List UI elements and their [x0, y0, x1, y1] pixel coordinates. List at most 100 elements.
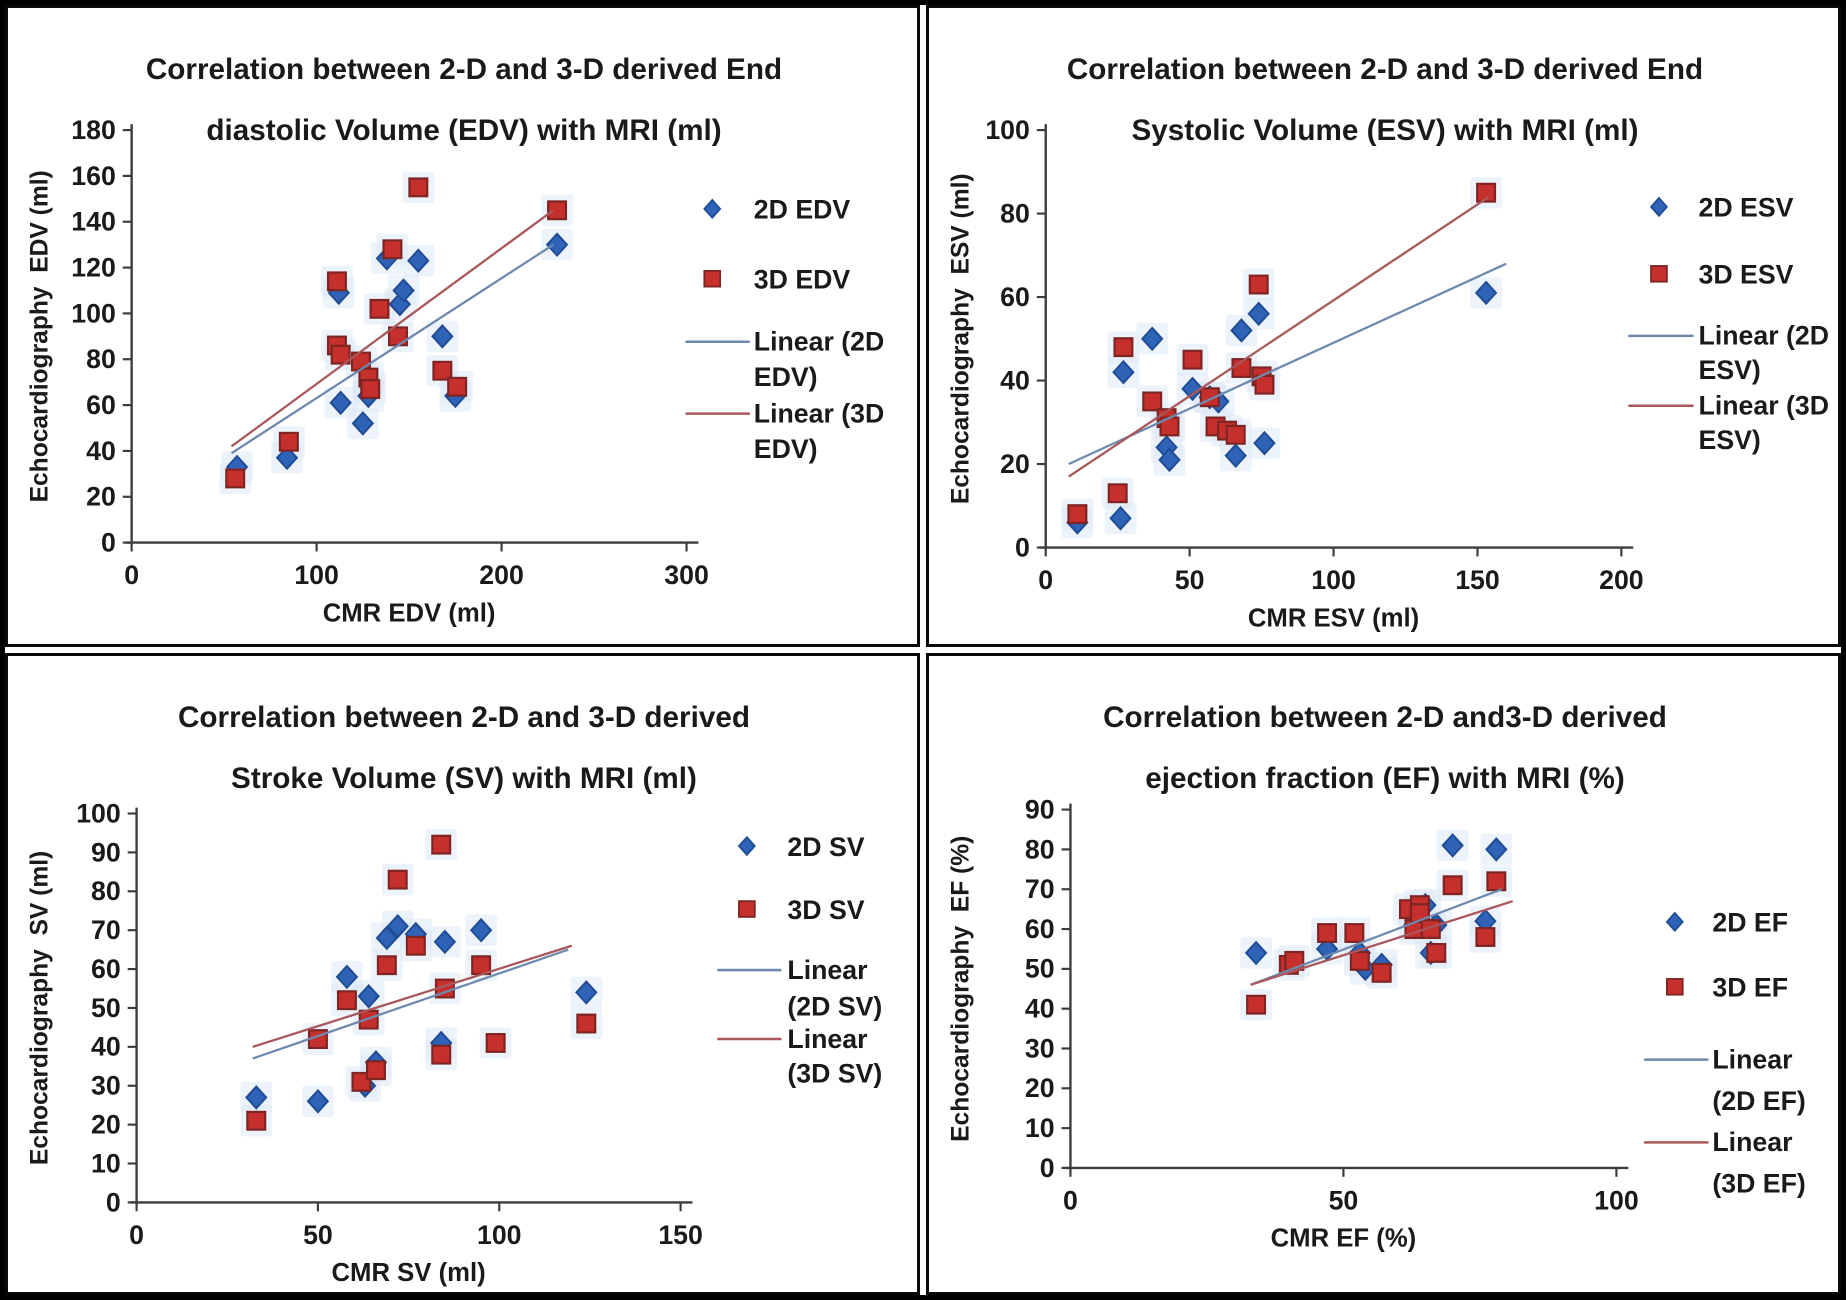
- y-tick-label: 60: [1025, 914, 1055, 944]
- data-point-2d-esv: [1181, 376, 1204, 402]
- y-tick-label: 80: [91, 876, 121, 906]
- data-point-2d-sv: [575, 980, 598, 1005]
- x-tick-label: 100: [1311, 565, 1356, 595]
- data-point-3d-edv: [382, 239, 403, 260]
- data-point-2d-sv: [375, 925, 399, 951]
- data-point-3d-sv: [246, 1110, 267, 1131]
- axes: 0 50 100 150 0 10 20 30 40 50 60 70 80 90 100 CMR SV (m…: [27, 798, 703, 1287]
- chart-title: Correlation between 2-D and 3-D derived S…: [178, 701, 750, 795]
- data-point-3d-edv: [326, 271, 347, 292]
- data-point-3d-esv: [1254, 374, 1275, 395]
- y-tick-label: 20: [86, 482, 116, 512]
- data-point-2d-edv: [351, 411, 375, 436]
- y-axis-label: Echocardiography EDV (ml): [27, 170, 54, 502]
- y-tick-label: 90: [91, 837, 121, 867]
- legend-square-icon: [703, 269, 722, 288]
- data-point-3d-ef: [1475, 927, 1496, 947]
- y-tick-label: 20: [91, 1110, 121, 1140]
- legend-square-icon: [1650, 265, 1668, 283]
- chart-title: Correlation between 2-D and 3-D derived …: [146, 53, 782, 147]
- data-point-2d-edv: [275, 445, 299, 471]
- legend-label: (3D EF): [1712, 1169, 1805, 1199]
- trendlines: [1250, 888, 1514, 986]
- legend-item: Linear (3D ESV): [1628, 391, 1829, 455]
- legend-label: 3D EDV: [754, 265, 851, 295]
- data-point-3d-sv: [387, 869, 408, 890]
- data-point-2d-esv: [1112, 359, 1135, 385]
- legend-item: Linear (2D ESV): [1628, 321, 1829, 385]
- chart-title-line: diastolic Volume (EDV) with MRI (ml): [206, 114, 721, 147]
- data-point-3d-edv: [369, 298, 390, 319]
- data-point-3d-esv: [1225, 424, 1246, 445]
- point-halos: [1240, 829, 1513, 1021]
- data-point-2d-edv: [392, 278, 415, 303]
- y-tick-label: 50: [1025, 954, 1055, 984]
- legend-label: Linear (3D: [754, 399, 885, 429]
- legend-item: Linear (2D EF): [1644, 1045, 1806, 1116]
- x-tick-label: 0: [124, 560, 139, 590]
- data-points: [225, 177, 569, 489]
- y-tick-label: 50: [91, 993, 121, 1023]
- data-point-3d-esv: [1113, 337, 1134, 358]
- data-point-2d-sv: [245, 1085, 268, 1110]
- x-axis-label: CMR EDV (ml): [323, 599, 496, 627]
- legend-label: (2D EF): [1712, 1086, 1805, 1116]
- legend-square-icon: [1665, 978, 1684, 996]
- legend-item: 3D EDV: [703, 265, 851, 295]
- data-point-3d-edv: [360, 379, 381, 399]
- data-point-3d-sv: [405, 935, 426, 956]
- chart-title-line: Correlation between 2-D and3-D derived: [1103, 701, 1667, 734]
- y-tick-label: 0: [1040, 1153, 1055, 1183]
- data-point-3d-esv: [1107, 483, 1128, 504]
- x-axis-label: CMR SV (ml): [331, 1259, 485, 1287]
- data-point-2d-sv: [306, 1089, 330, 1114]
- data-point-3d-sv: [576, 1013, 597, 1034]
- data-point-3d-sv: [485, 1033, 506, 1053]
- legend-label: (3D SV): [787, 1058, 882, 1088]
- data-point-3d-sv: [351, 1071, 372, 1092]
- panel-sv: Correlation between 2-D and 3-D derived S…: [5, 653, 920, 1295]
- chart-title-line: Correlation between 2-D and 3-D derived: [178, 701, 750, 734]
- data-point-2d-esv: [1224, 443, 1247, 468]
- data-point-3d-esv: [1182, 349, 1203, 370]
- y-tick-label: 40: [91, 1032, 121, 1062]
- trendline-2d: [252, 948, 569, 1060]
- trendline-2d: [1250, 888, 1503, 986]
- legend-label: 2D ESV: [1699, 193, 1794, 223]
- x-tick-label: 50: [1329, 1185, 1359, 1215]
- legend-item: Linear (3D SV): [717, 1024, 882, 1088]
- x-tick-label: 50: [303, 1220, 333, 1250]
- x-tick-label: 150: [658, 1220, 703, 1250]
- data-point-3d-edv: [278, 431, 299, 452]
- data-point-3d-ef: [1442, 875, 1463, 896]
- chart-title: Correlation between 2-D and3-D derived ej…: [1103, 701, 1667, 795]
- y-tick-label: 60: [86, 390, 116, 420]
- chart-title-line: Correlation between 2-D and 3-D derived …: [1067, 53, 1703, 86]
- data-point-3d-edv: [225, 468, 246, 489]
- data-point-3d-edv: [447, 376, 468, 397]
- legend-label: 2D EDV: [754, 195, 851, 225]
- data-point-2d-ef: [1441, 833, 1464, 858]
- y-tick-label: 180: [71, 115, 116, 145]
- y-tick-label: 40: [86, 436, 116, 466]
- legend-diamond-icon: [737, 835, 756, 857]
- data-point-2d-esv: [1474, 280, 1498, 306]
- legend-label: ESV): [1699, 355, 1761, 385]
- trendlines: [230, 209, 555, 455]
- panel-esv: Correlation between 2-D and 3-D derived …: [926, 5, 1841, 647]
- legend-label: Linear: [787, 955, 867, 985]
- x-tick-label: 150: [1455, 565, 1500, 595]
- legend-label: Linear (2D: [754, 327, 885, 357]
- trendline-3d: [1068, 195, 1490, 478]
- panel-ef: Correlation between 2-D and3-D derived ej…: [926, 653, 1841, 1295]
- legend-label: ESV): [1699, 425, 1761, 455]
- legend-diamond-icon: [1649, 196, 1669, 218]
- data-point-2d-sv: [469, 917, 493, 943]
- data-point-3d-ef: [1246, 994, 1267, 1015]
- y-tick-label: 80: [1000, 198, 1030, 228]
- data-point-3d-ef: [1344, 923, 1365, 943]
- data-point-2d-esv: [1158, 447, 1181, 473]
- data-point-3d-edv: [432, 360, 453, 381]
- y-tick-label: 70: [1025, 874, 1055, 904]
